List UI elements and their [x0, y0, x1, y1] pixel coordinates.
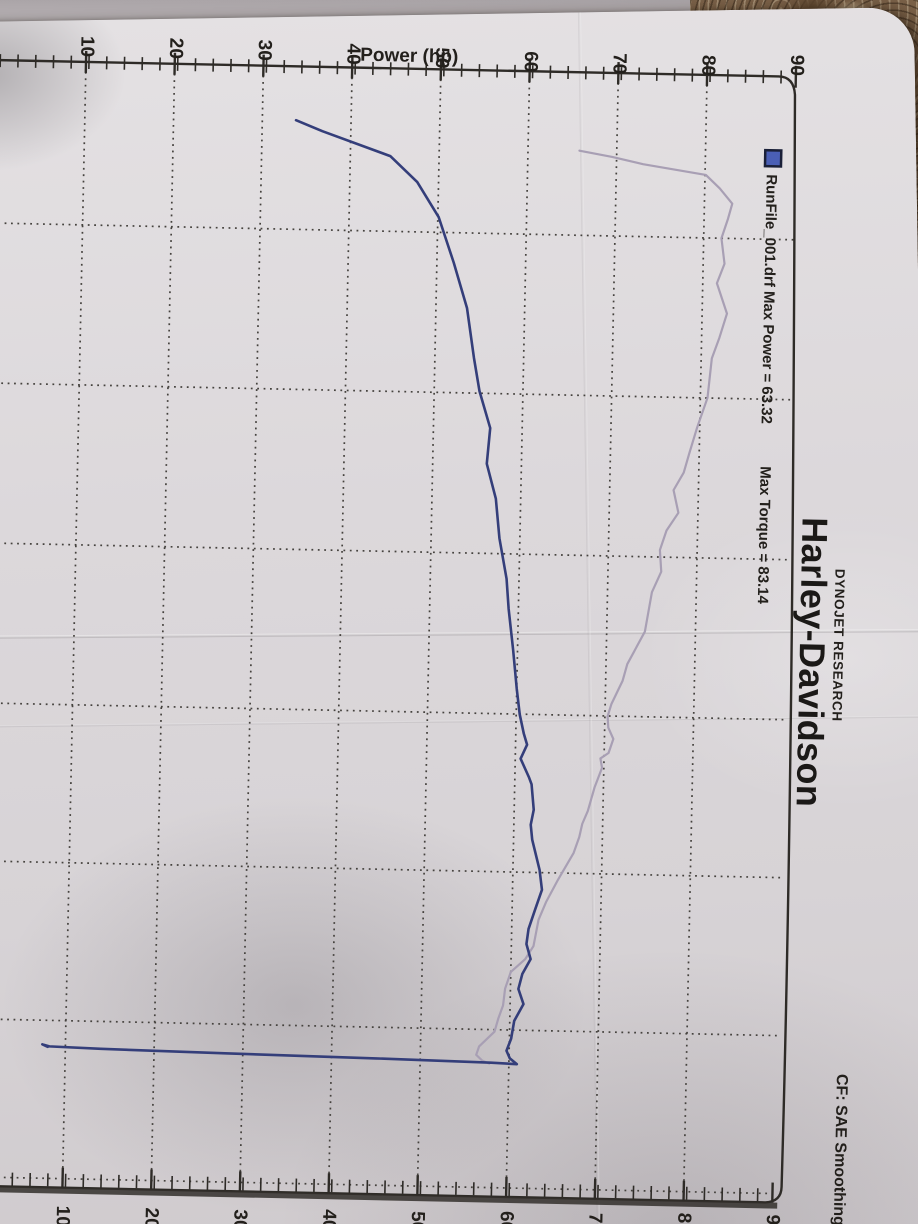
paper-crease [0, 629, 918, 639]
dyno-printout-paper [0, 7, 918, 1224]
paper-crease [577, 12, 602, 1224]
paper-crease [0, 715, 918, 728]
